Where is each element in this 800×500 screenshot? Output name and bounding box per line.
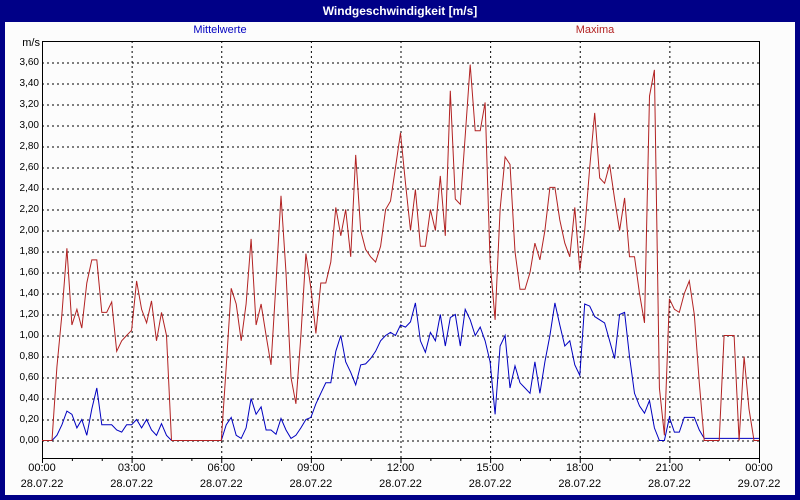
x-tick-date-label: 28.07.22: [110, 478, 154, 490]
title-bar: Windgeschwindigkeit [m/s]: [0, 0, 800, 22]
y-tick-label: 2,60: [19, 161, 39, 173]
y-tick-label: 1,20: [19, 308, 39, 320]
x-tick-time-label: 03:00: [117, 462, 146, 474]
y-tick-label: 0,80: [19, 350, 39, 362]
y-tick-label: 1,80: [19, 245, 39, 257]
y-tick-label: 2,00: [19, 224, 39, 236]
mean-series-line: [42, 302, 759, 441]
x-tick-date-label: 28.07.22: [20, 478, 64, 490]
y-tick-label: 0,40: [19, 392, 39, 404]
y-tick-label: 2,20: [19, 203, 39, 215]
x-tick-time-label: 18:00: [565, 462, 594, 474]
x-tick-time-label: 06:00: [207, 462, 236, 474]
y-tick-label: 3,00: [19, 119, 39, 131]
chart-panel: [5, 22, 795, 495]
y-tick-label: 3,20: [19, 98, 39, 110]
x-tick-time-label: 00:00: [28, 462, 56, 474]
y-tick-label: 1,40: [19, 287, 39, 299]
x-tick-date-label: 28.07.22: [289, 478, 333, 490]
y-tick-label: 1,60: [19, 266, 39, 278]
y-tick-label: 0,20: [19, 413, 39, 425]
x-tick-date-label: 28.07.22: [647, 478, 691, 490]
x-tick-time-label: 12:00: [386, 462, 415, 474]
plot-border: [42, 41, 760, 459]
x-tick-time-label: 00:00: [745, 462, 773, 474]
x-tick-date-label: 28.07.22: [558, 478, 602, 490]
x-tick-date-label: 28.07.22: [199, 478, 243, 490]
max-series-line: [42, 64, 759, 441]
x-tick-date-label: 28.07.22: [468, 478, 512, 490]
x-tick-time-label: 21:00: [655, 462, 684, 474]
x-tick-time-label: 15:00: [476, 462, 504, 474]
y-axis-unit-label: m/s: [22, 37, 40, 49]
y-tick-label: 3,60: [19, 56, 39, 68]
y-tick-label: 2,80: [19, 140, 39, 152]
y-tick-label: 3,40: [19, 77, 39, 89]
y-tick-label: 2,40: [19, 182, 39, 194]
legend-max-label: Maxima: [575, 24, 615, 36]
legend-mean-label: Mittelwerte: [193, 24, 247, 36]
y-tick-label: 1,00: [19, 329, 39, 341]
x-tick-date-label: 29.07.22: [737, 478, 781, 490]
x-tick-date-label: 28.07.22: [379, 478, 422, 490]
y-tick-label: 0,00: [19, 434, 39, 446]
y-tick-label: 0,60: [19, 371, 39, 383]
window-title: Windgeschwindigkeit [m/s]: [322, 4, 478, 18]
x-tick-time-label: 09:00: [297, 462, 325, 474]
